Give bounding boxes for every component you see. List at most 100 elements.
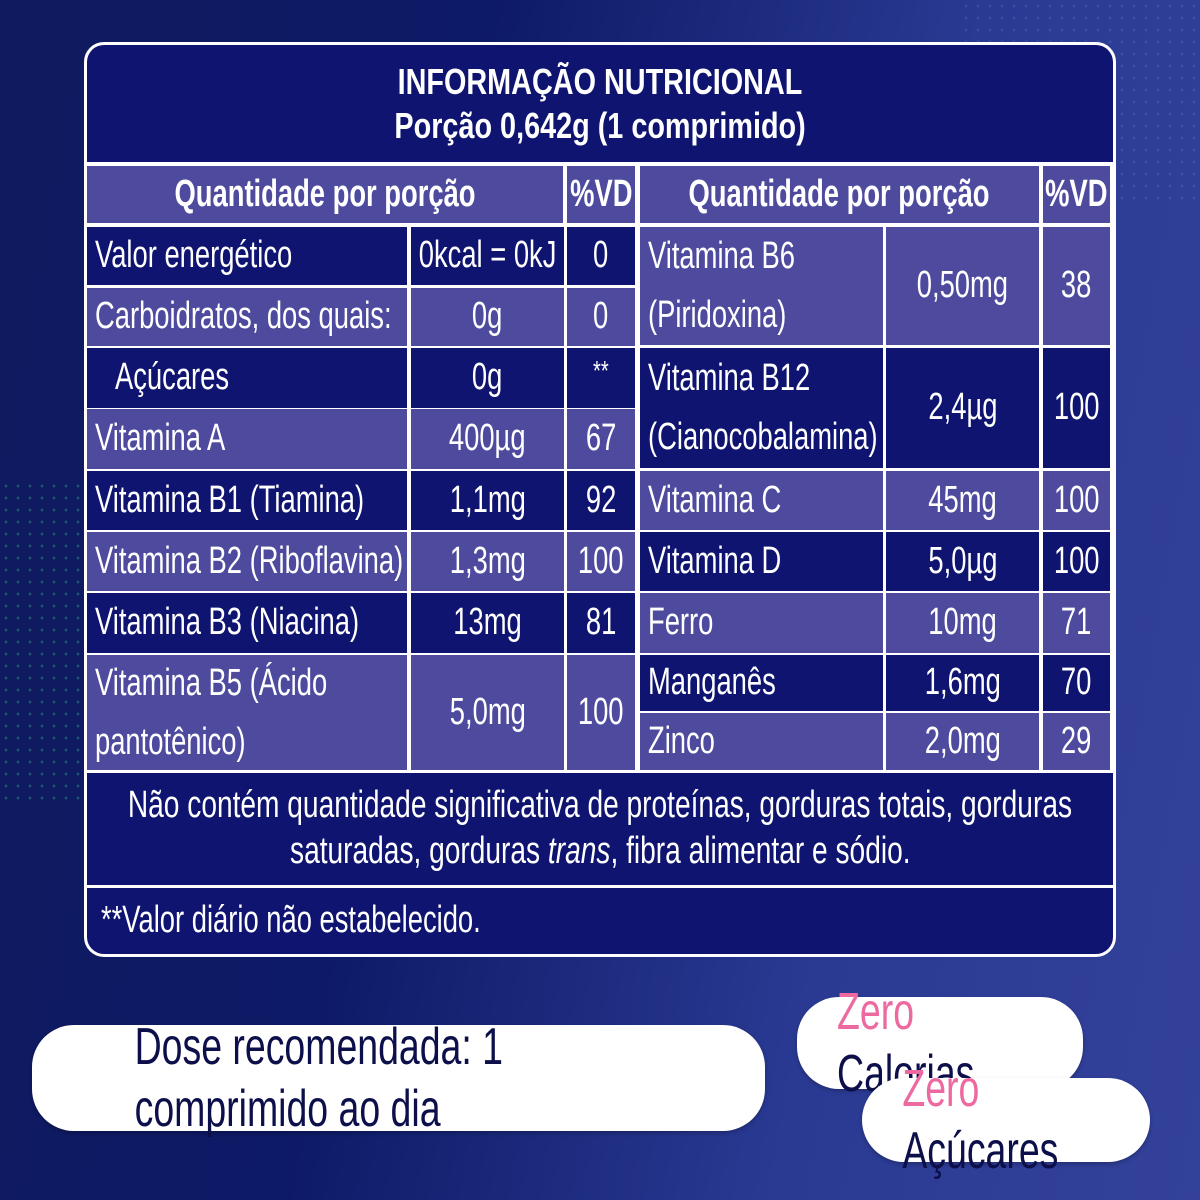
cell-text: Vitamina D <box>648 539 782 582</box>
cell-text: Vitamina B1 (Tiamina) <box>95 478 365 521</box>
cell-text: 0kcal = 0kJ <box>418 234 557 277</box>
table-cell-amount: 5,0µg <box>886 532 1039 591</box>
cell-text: 81 <box>585 601 617 644</box>
footer-text: saturadas, gorduras <box>289 830 548 872</box>
zero-acucares-badge: Zero Açúcares <box>862 1060 1150 1180</box>
table-cell-vd: 81 <box>567 593 635 653</box>
table-cell-vd: 71 <box>1043 593 1110 653</box>
cell-text: 0,50mg <box>916 264 1009 307</box>
col-header-label: Quantidade por porção <box>174 172 476 215</box>
table-cell-vd: 29 <box>1043 713 1110 770</box>
cell-text: Vitamina C <box>648 478 782 521</box>
cell-text: Vitamina B5 (Ácido <box>95 661 328 704</box>
table-cell-amount: 2,0mg <box>886 713 1039 770</box>
cell-text: Carboidratos, dos quais: <box>95 295 392 338</box>
footer-text: , fibra alimentar e sódio. <box>610 830 911 872</box>
table-cell-name: Valor energético <box>87 227 407 285</box>
table-cell-name: Manganês <box>640 655 883 711</box>
table-cell-name: Vitamina B5 (Ácido pantotênico) <box>87 655 407 770</box>
cell-text: Valor energético <box>95 234 293 277</box>
cell-text: (Piridoxina) <box>648 294 787 336</box>
table-title: INFORMAÇÃO NUTRICIONAL <box>397 61 803 103</box>
cell-text: 1,6mg <box>924 661 1001 704</box>
table-cell-amount: 1,6mg <box>886 655 1039 711</box>
table-cell-vd: 100 <box>1043 348 1110 468</box>
portion-size: Porção 0,642g (1 comprimido) <box>394 104 806 146</box>
table-cell-name: Vitamina B12 (Cianocobalamina) <box>640 348 883 468</box>
table-cell-amount: 2,4µg <box>886 348 1039 468</box>
cell-text: 0 <box>593 234 609 277</box>
table-cell-vd: 67 <box>567 409 635 469</box>
table-cell-name: Vitamina D <box>640 532 883 591</box>
cell-text: Açúcares <box>115 356 230 399</box>
table-cell-amount: 400µg <box>411 409 564 469</box>
table-cell-amount: 13mg <box>411 593 564 653</box>
footer-italic: trans <box>547 830 611 872</box>
zero-calorias-badge: Zero Calorias <box>797 983 1083 1103</box>
cell-text: 0g <box>472 356 503 399</box>
table-cell-name: Vitamina B3 (Niacina) <box>87 593 407 653</box>
cell-text: 2,4µg <box>927 386 998 429</box>
table-cell-vd: 100 <box>1043 532 1110 591</box>
table-cell-name: Vitamina B6 (Piridoxina) <box>640 227 883 345</box>
col-header-label: %VD <box>569 172 633 215</box>
cell-text: Vitamina A <box>95 417 226 460</box>
acucares-label: Açúcares <box>902 1122 1059 1180</box>
col-header-vd-right: %VD <box>1043 166 1110 223</box>
table-cell-vd: 100 <box>567 532 635 591</box>
col-header-qty-left: Quantidade por porção <box>87 166 563 223</box>
table-cell-amount: 10mg <box>886 593 1039 653</box>
table-footer: Não contém quantidade significativa de p… <box>87 773 1113 885</box>
cell-text: 70 <box>1061 661 1092 704</box>
cell-text: Vitamina B2 (Riboflavina) <box>95 539 404 582</box>
cell-text: Vitamina B3 (Niacina) <box>95 601 360 644</box>
cell-text: 29 <box>1061 719 1092 762</box>
cell-text: 100 <box>578 539 624 582</box>
cell-text: ** <box>593 355 609 386</box>
dose-text: Dose recomendada: 1 comprimido ao dia <box>134 1017 504 1138</box>
col-header-qty-right: Quantidade por porção <box>640 166 1039 223</box>
cell-text: 45mg <box>928 478 997 521</box>
table-cell-name: Carboidratos, dos quais: <box>87 288 407 346</box>
cell-text: Manganês <box>648 661 776 704</box>
table-cell-vd: 0 <box>567 227 635 285</box>
table-cell-vd: 0 <box>567 288 635 346</box>
cell-text: 100 <box>1053 386 1100 429</box>
footer-line-2: saturadas, gorduras trans, fibra aliment… <box>290 829 911 875</box>
table-cell-amount: 0g <box>411 348 564 408</box>
cell-text: 38 <box>1061 264 1092 307</box>
table-cell-vd: 100 <box>1043 471 1110 530</box>
table-cell-vd: 92 <box>567 471 635 530</box>
cell-text: 13mg <box>453 601 522 644</box>
zero-label: Zero <box>837 982 915 1041</box>
cell-text: Zinco <box>648 719 715 762</box>
col-header-vd-left: %VD <box>567 166 635 223</box>
nutrition-table: INFORMAÇÃO NUTRICIONAL Porção 0,642g (1 … <box>84 42 1116 957</box>
cell-text: Ferro <box>648 601 714 644</box>
zero-label: Zero <box>902 1059 980 1118</box>
dose-badge: Dose recomendada: 1 comprimido ao dia <box>32 1018 765 1138</box>
table-cell-name: Vitamina C <box>640 471 883 530</box>
cell-text: 1,3mg <box>449 539 526 582</box>
table-note: **Valor diário não estabelecido. <box>87 888 1113 954</box>
decorative-dots <box>0 480 80 800</box>
cell-text: 92 <box>585 478 617 521</box>
cell-text: Vitamina B12 <box>648 357 811 400</box>
cell-text: (Cianocobalamina) <box>648 416 878 458</box>
table-cell-name: Ferro <box>640 593 883 653</box>
cell-text: 0 <box>593 295 609 338</box>
cell-text: 5,0µg <box>927 539 998 582</box>
table-cell-name: Vitamina A <box>87 409 407 469</box>
table-header: INFORMAÇÃO NUTRICIONAL Porção 0,642g (1 … <box>87 45 1113 162</box>
table-cell-name: Vitamina B2 (Riboflavina) <box>87 532 407 591</box>
cell-text: 0g <box>472 295 503 338</box>
table-cell-name: Vitamina B1 (Tiamina) <box>87 471 407 530</box>
table-cell-name: Zinco <box>640 713 883 770</box>
table-cell-vd: 38 <box>1043 227 1110 345</box>
cell-text: 100 <box>1053 539 1100 582</box>
cell-text: 10mg <box>928 601 997 644</box>
cell-text: Vitamina B6 <box>648 235 796 278</box>
table-cell-amount: 45mg <box>886 471 1039 530</box>
table-cell-name: Açúcares <box>87 348 407 408</box>
table-cell-amount: 0g <box>411 288 564 346</box>
